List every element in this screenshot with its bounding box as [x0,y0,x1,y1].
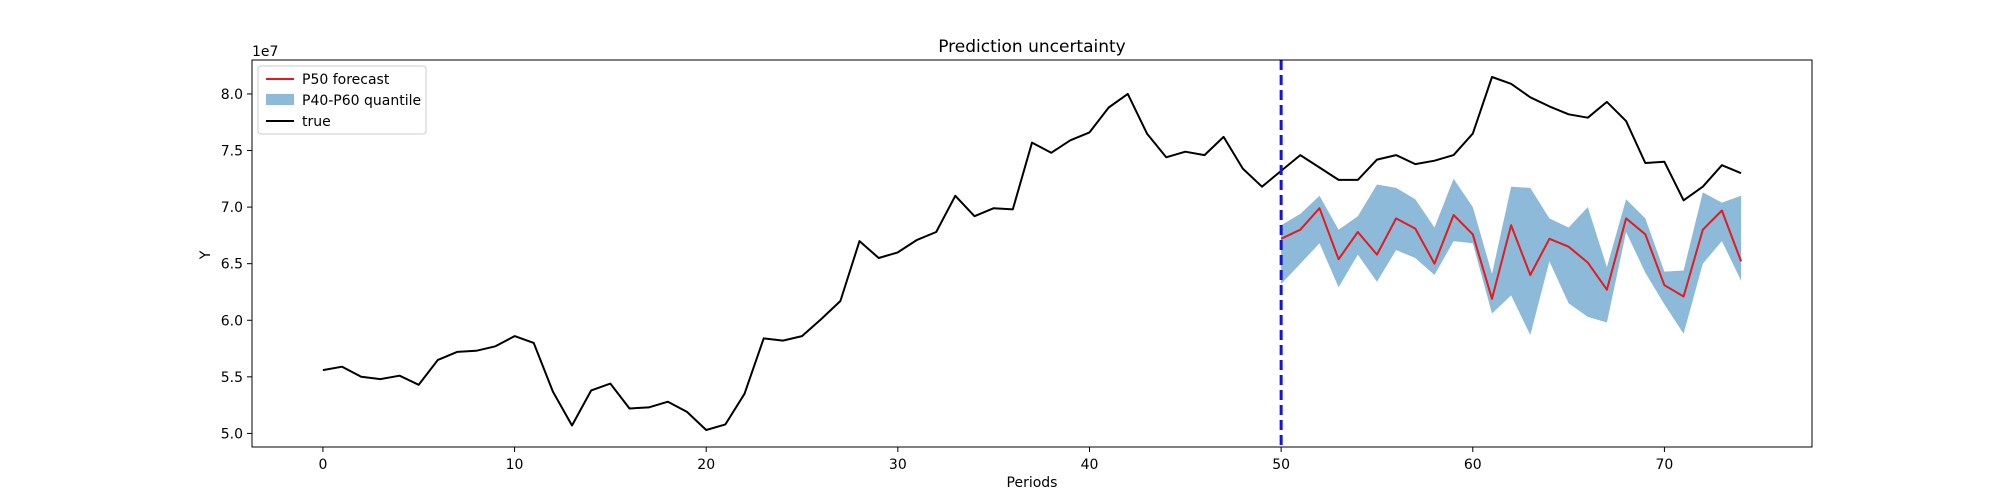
legend-label: true [302,114,331,130]
x-tick-label: 30 [889,457,907,473]
y-tick-label: 6.0 [221,313,243,329]
y-tick-label: 8.0 [221,87,243,103]
y-axis-multiplier: 1e7 [252,44,278,60]
x-axis-label: Periods [1007,475,1058,491]
y-tick-label: 6.5 [221,257,243,273]
legend-label: P50 forecast [302,72,390,88]
axes: 0 10 20 30 40 50 60 70 5.0 5.5 6.0 6.5 7.0 7.5 8.0 [221,59,1813,473]
plot-area [322,60,1743,447]
x-tick-label: 60 [1464,457,1482,473]
forecast-series-line [1280,207,1743,300]
legend-swatch-quantile [266,94,294,105]
quantile-band [1281,178,1742,335]
axes-frame [251,59,1813,448]
x-tick-label: 40 [1081,457,1099,473]
legend-label: P40-P60 quantile [302,93,421,109]
x-tick-label: 20 [697,457,715,473]
y-tick-label: 7.0 [221,200,243,216]
chart-title: Prediction uncertainty [938,37,1126,57]
y-tick-label: 5.0 [221,426,243,442]
x-tick-label: 10 [506,457,524,473]
x-tick-label: 50 [1272,457,1290,473]
legend: P50 forecast P40-P60 quantile true [257,65,427,135]
y-tick-label: 5.5 [221,370,243,386]
legend-box [257,65,427,135]
y-axis-label: Y [198,250,214,260]
plot-marks [322,60,1743,447]
y-tick-label: 7.5 [221,144,243,160]
true-series-line [322,76,1742,431]
x-tick-label: 70 [1656,457,1674,473]
x-tick-label: 0 [318,457,327,473]
